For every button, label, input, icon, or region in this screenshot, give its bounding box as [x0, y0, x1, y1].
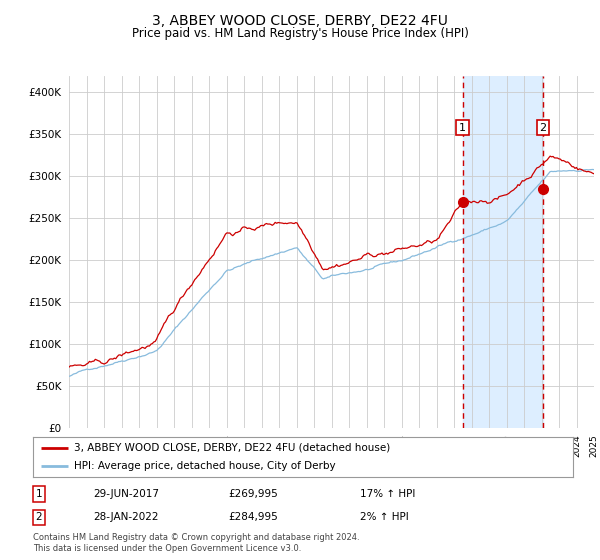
Text: HPI: Average price, detached house, City of Derby: HPI: Average price, detached house, City…: [74, 461, 335, 471]
Bar: [463, 76, 543, 428]
Text: 2% ↑ HPI: 2% ↑ HPI: [360, 512, 409, 522]
Text: 1: 1: [459, 123, 466, 133]
Text: 17% ↑ HPI: 17% ↑ HPI: [360, 489, 415, 499]
Text: 29-JUN-2017: 29-JUN-2017: [93, 489, 159, 499]
Text: £284,995: £284,995: [228, 512, 278, 522]
Text: 2: 2: [35, 512, 43, 522]
Text: Price paid vs. HM Land Registry's House Price Index (HPI): Price paid vs. HM Land Registry's House …: [131, 27, 469, 40]
Text: Contains HM Land Registry data © Crown copyright and database right 2024.
This d: Contains HM Land Registry data © Crown c…: [33, 534, 359, 553]
Text: 1: 1: [35, 489, 43, 499]
Text: 3, ABBEY WOOD CLOSE, DERBY, DE22 4FU: 3, ABBEY WOOD CLOSE, DERBY, DE22 4FU: [152, 14, 448, 28]
Text: £269,995: £269,995: [228, 489, 278, 499]
Text: 28-JAN-2022: 28-JAN-2022: [93, 512, 158, 522]
Text: 2: 2: [539, 123, 547, 133]
Text: 3, ABBEY WOOD CLOSE, DERBY, DE22 4FU (detached house): 3, ABBEY WOOD CLOSE, DERBY, DE22 4FU (de…: [74, 443, 390, 452]
